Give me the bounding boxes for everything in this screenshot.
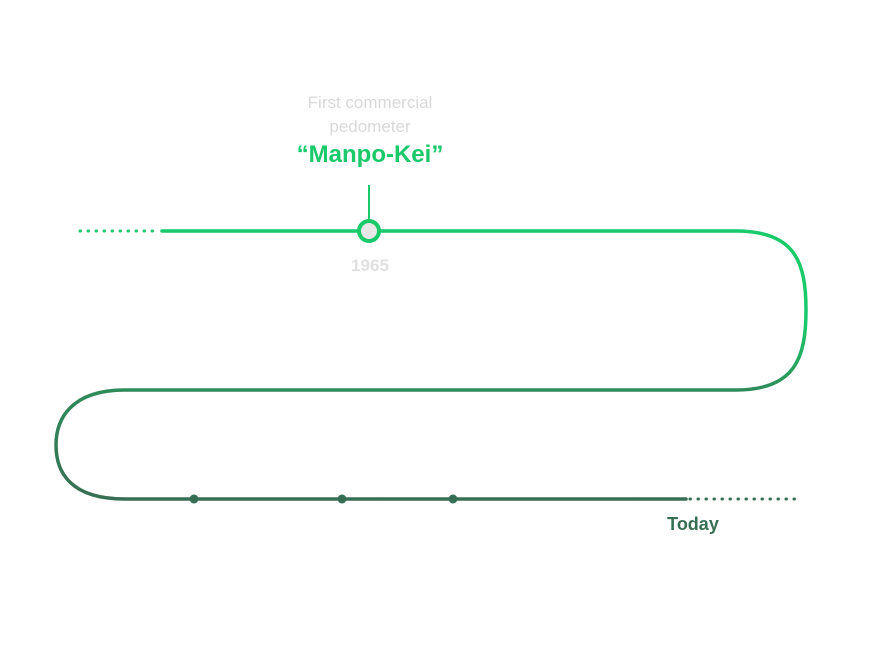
event-headline: “Manpo-Kei” <box>296 141 444 168</box>
milestone-dot[interactable] <box>337 494 347 504</box>
event-marker-1965[interactable] <box>357 219 381 243</box>
milestone-dot[interactable] <box>448 494 458 504</box>
event-caption-line1: First commercial <box>307 93 433 112</box>
milestone-dot[interactable] <box>189 494 199 504</box>
event-year: 1965 <box>351 256 389 275</box>
event-caption-line2: pedometer <box>329 117 411 136</box>
timeline-end-label: Today <box>667 514 719 534</box>
timeline-path <box>54 229 808 501</box>
